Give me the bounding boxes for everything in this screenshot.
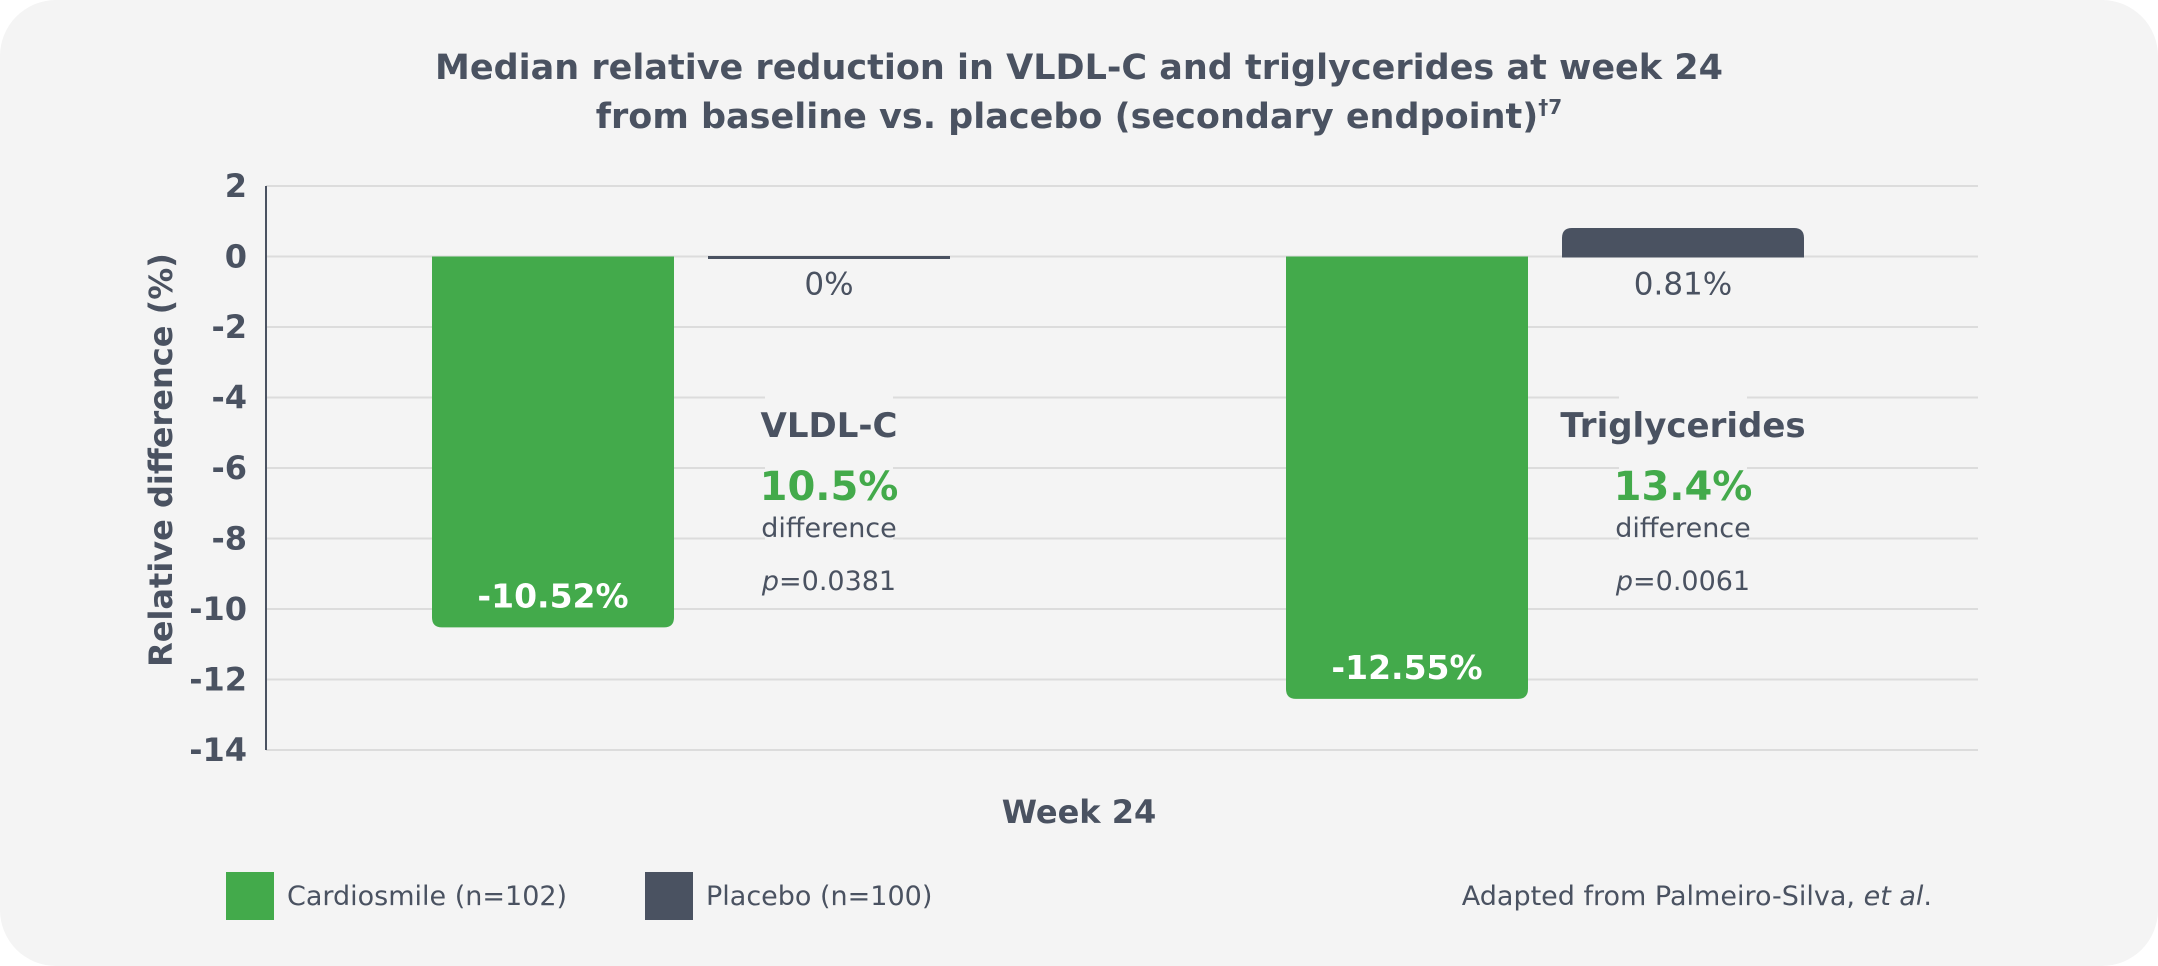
p-value-prefix: p bbox=[1615, 566, 1633, 597]
legend-swatch-cardiosmile bbox=[226, 872, 274, 920]
bar-value-label-cardiosmile: -12.55% bbox=[1331, 648, 1482, 687]
bar-value-label-placebo: 0.81% bbox=[1634, 267, 1732, 303]
chart-title-superscript: †7 bbox=[1538, 95, 1562, 119]
bar-value-label-placebo: 0% bbox=[804, 267, 853, 303]
y-tick-label: -12 bbox=[189, 661, 247, 699]
p-value: p=0.0381 bbox=[761, 566, 896, 597]
source-note: Adapted from Palmeiro-Silva, et al. bbox=[1462, 881, 1932, 912]
y-tick-label: -4 bbox=[211, 379, 247, 417]
y-tick-labels: 2 0 -2 -4 -6 -8 -10 -12 -14 bbox=[189, 167, 247, 769]
difference-word: difference bbox=[761, 513, 897, 544]
bar-placebo bbox=[1562, 227, 1804, 258]
p-value: p=0.0061 bbox=[1615, 566, 1750, 597]
y-tick-label: -8 bbox=[211, 520, 247, 558]
x-axis-title: Week 24 bbox=[1002, 793, 1157, 831]
legend-swatch-placebo bbox=[645, 872, 693, 920]
difference-value: 10.5% bbox=[760, 464, 899, 510]
source-note-text: Adapted from Palmeiro-Silva, bbox=[1462, 881, 1864, 912]
bar-cardiosmile bbox=[1286, 256, 1528, 699]
bar-value-label-cardiosmile: -10.52% bbox=[477, 576, 628, 615]
source-note-end: . bbox=[1923, 881, 1932, 912]
chart-title-line-2: from baseline vs. placebo (secondary end… bbox=[596, 95, 1562, 137]
category-name: Triglycerides bbox=[1560, 406, 1805, 446]
y-tick-label: 0 bbox=[225, 238, 247, 276]
chart-title-line-1: Median relative reduction in VLDL-C and … bbox=[435, 48, 1723, 88]
p-value-prefix: p bbox=[761, 566, 779, 597]
annotation-backdrop bbox=[765, 396, 893, 542]
difference-value: 13.4% bbox=[1614, 464, 1753, 510]
legend-label-placebo: Placebo (n=100) bbox=[706, 881, 932, 912]
p-value-number: =0.0061 bbox=[1633, 566, 1750, 597]
source-note-italic: et al bbox=[1864, 881, 1924, 912]
bars: -10.52% 0% -12.55% 0.81% bbox=[432, 227, 1804, 699]
annotation-backdrop bbox=[1619, 396, 1747, 542]
chart-title-line-2-text: from baseline vs. placebo (secondary end… bbox=[596, 97, 1539, 137]
p-value-number: =0.0381 bbox=[779, 566, 896, 597]
difference-word: difference bbox=[1615, 513, 1751, 544]
bar-cardiosmile bbox=[432, 256, 674, 628]
y-tick-label: 2 bbox=[225, 167, 247, 205]
difference-annotations: VLDL-C10.5%differencep=0.0381Triglycerid… bbox=[760, 396, 1806, 597]
category-name: VLDL-C bbox=[761, 406, 898, 446]
y-tick-label: -2 bbox=[211, 308, 247, 346]
y-tick-label: -6 bbox=[211, 449, 247, 487]
legend: Cardiosmile (n=102) Placebo (n=100) bbox=[226, 872, 932, 920]
y-tick-label: -10 bbox=[189, 590, 247, 628]
legend-label-cardiosmile: Cardiosmile (n=102) bbox=[287, 881, 567, 912]
y-axis-title: Relative difference (%) bbox=[142, 253, 180, 667]
y-tick-label: -14 bbox=[189, 731, 247, 769]
